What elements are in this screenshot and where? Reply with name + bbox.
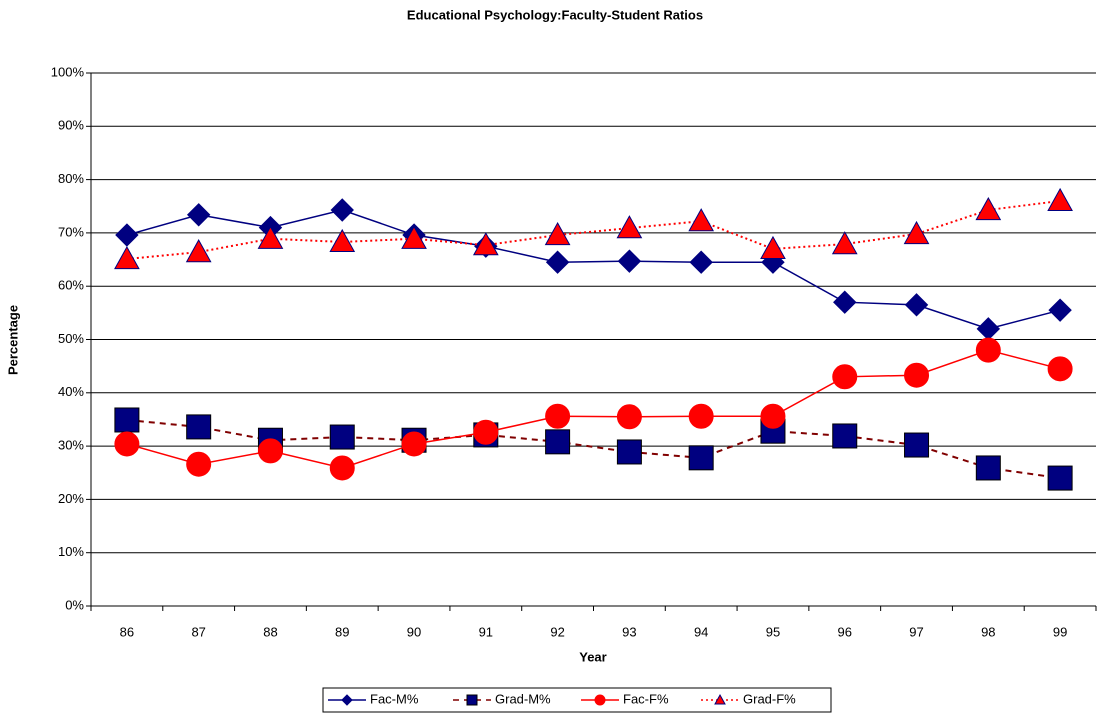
y-tick-label: 60% xyxy=(58,278,84,293)
marker xyxy=(401,431,427,457)
x-tick-label: 92 xyxy=(550,624,564,639)
marker xyxy=(114,407,140,433)
marker xyxy=(329,228,356,253)
x-axis-label: Year xyxy=(579,649,606,664)
x-tick-label: 90 xyxy=(407,624,421,639)
marker xyxy=(616,404,642,430)
marker xyxy=(545,250,570,274)
marker xyxy=(186,203,211,227)
series xyxy=(115,198,1072,341)
legend-label: Fac-M% xyxy=(370,691,419,706)
marker xyxy=(473,419,499,445)
legend: Fac-M% Grad-M% Fac-F% Grad-F% xyxy=(322,687,832,713)
legend-marker xyxy=(466,694,478,706)
series-line xyxy=(126,199,1061,261)
legend-marker xyxy=(594,694,606,706)
marker xyxy=(832,364,858,390)
legend-label: Grad-F% xyxy=(743,691,796,706)
legend-marker xyxy=(714,693,726,705)
x-tick-label: 96 xyxy=(838,624,852,639)
marker xyxy=(329,455,355,481)
marker xyxy=(975,196,1002,221)
marker xyxy=(1047,465,1073,491)
marker xyxy=(186,451,212,477)
marker xyxy=(329,424,355,450)
x-tick-label: 95 xyxy=(766,624,780,639)
marker xyxy=(114,245,140,270)
marker xyxy=(544,222,571,246)
marker xyxy=(833,290,857,314)
y-axis-label: Percentage xyxy=(5,305,20,375)
legend-label: Fac-F% xyxy=(623,691,669,706)
y-tick-label: 100% xyxy=(51,64,85,79)
y-tick-label: 30% xyxy=(58,438,84,453)
marker xyxy=(1047,356,1073,382)
chart-title: Educational Psychology:Faculty-Student R… xyxy=(407,7,703,22)
marker xyxy=(904,293,929,317)
marker xyxy=(975,455,1001,481)
legend-marker xyxy=(341,694,353,706)
marker xyxy=(401,225,427,249)
y-tick-label: 70% xyxy=(58,224,84,239)
marker xyxy=(1047,187,1073,212)
x-tick-label: 91 xyxy=(479,624,493,639)
y-tick-label: 80% xyxy=(58,171,84,186)
x-tick-label: 89 xyxy=(335,624,349,639)
marker xyxy=(330,198,354,222)
marker xyxy=(616,439,642,465)
marker xyxy=(760,403,786,429)
y-tick-label: 50% xyxy=(58,331,84,346)
y-tick-label: 90% xyxy=(58,118,84,133)
marker xyxy=(114,431,140,457)
y-tick-label: 10% xyxy=(58,544,84,559)
series xyxy=(114,337,1073,481)
marker xyxy=(257,438,283,464)
y-tick-label: 40% xyxy=(58,384,84,399)
y-tick-label: 20% xyxy=(58,491,84,506)
marker xyxy=(904,362,930,388)
x-tick-label: 86 xyxy=(120,624,134,639)
y-tick-label: 0% xyxy=(65,597,84,612)
marker xyxy=(545,403,571,429)
x-tick-label: 97 xyxy=(909,624,923,639)
x-tick-label: 94 xyxy=(694,624,708,639)
marker xyxy=(832,423,858,449)
marker xyxy=(831,231,858,255)
marker xyxy=(760,235,786,259)
marker xyxy=(617,249,642,273)
marker xyxy=(545,429,571,455)
x-tick-label: 88 xyxy=(263,624,277,639)
marker xyxy=(688,208,715,232)
marker xyxy=(688,403,714,429)
marker xyxy=(688,445,714,471)
series-line xyxy=(126,209,1061,330)
marker xyxy=(689,250,713,274)
marker xyxy=(1048,298,1072,322)
marker xyxy=(185,239,212,263)
legend-label: Grad-M% xyxy=(495,691,551,706)
x-tick-label: 99 xyxy=(1053,624,1067,639)
marker xyxy=(186,414,212,440)
x-tick-label: 98 xyxy=(981,624,995,639)
legend-box xyxy=(322,687,832,713)
marker xyxy=(904,432,930,458)
marker xyxy=(257,225,284,249)
series xyxy=(114,187,1073,270)
marker xyxy=(472,232,499,256)
x-tick-label: 93 xyxy=(622,624,636,639)
marker xyxy=(616,215,643,239)
marker xyxy=(975,337,1001,363)
x-tick-label: 87 xyxy=(191,624,205,639)
marker xyxy=(903,220,930,245)
